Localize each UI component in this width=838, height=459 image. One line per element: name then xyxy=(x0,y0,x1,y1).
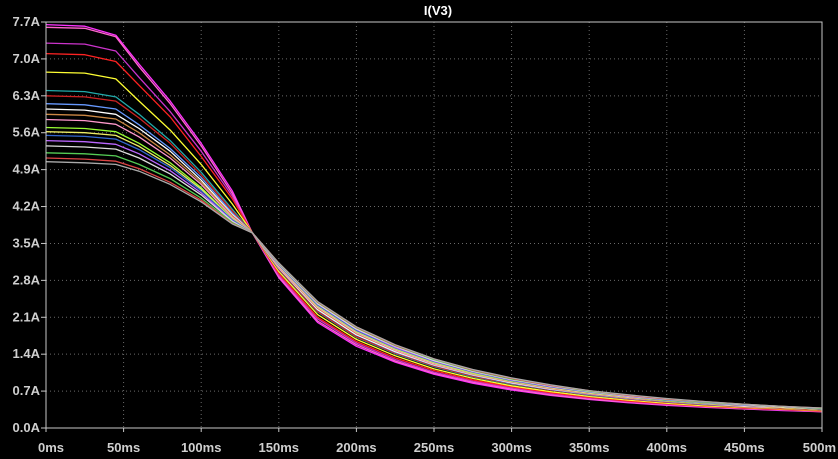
x-tick-label: 300ms xyxy=(491,440,531,455)
series-line-19 xyxy=(45,161,823,409)
x-tick-label: 500m xyxy=(803,440,836,455)
x-tick-label: 250ms xyxy=(414,440,454,455)
y-tick-label: 5.6A xyxy=(13,125,41,140)
y-tick-label: 2.8A xyxy=(13,272,41,287)
grid-lines xyxy=(46,22,822,428)
y-tick-label: 7.0A xyxy=(13,51,41,66)
x-tick-label: 350ms xyxy=(569,440,609,455)
chart-title: I(V3) xyxy=(424,3,452,18)
y-tick-label: 7.7A xyxy=(13,14,41,29)
y-tick-label: 0.0A xyxy=(13,420,41,435)
x-tick-label: 200ms xyxy=(336,440,376,455)
y-tick-label: 3.5A xyxy=(13,235,41,250)
x-tick-label: 0ms xyxy=(38,440,64,455)
axes xyxy=(41,21,823,432)
y-tick-label: 1.4A xyxy=(13,346,41,361)
x-tick-label: 150ms xyxy=(259,440,299,455)
y-tick-label: 6.3A xyxy=(13,88,41,103)
series-line-4 xyxy=(45,52,823,412)
series-line-14 xyxy=(45,134,823,410)
y-tick-labels: 0.0A 0.7A 1.4A 2.1A 2.8A 3.5A 4.2A 4.9A 5.6A 6.3A… xyxy=(13,14,41,435)
y-tick-label: 0.7A xyxy=(13,383,41,398)
x-tick-label: 50ms xyxy=(107,440,140,455)
x-tick-labels: 0ms 50ms 100ms 150ms 200ms 250ms 300ms 350ms 400… xyxy=(38,440,836,455)
plot-frame xyxy=(45,21,823,429)
x-tick-label: 450ms xyxy=(724,440,764,455)
y-tick-label: 2.1A xyxy=(13,309,41,324)
y-tick-label: 4.2A xyxy=(13,199,41,214)
series-group xyxy=(45,23,823,413)
series-line-5 xyxy=(45,71,823,412)
x-tick-label: 400ms xyxy=(647,440,687,455)
y-tick-label: 4.9A xyxy=(13,162,41,177)
x-tick-label: 100ms xyxy=(181,440,221,455)
